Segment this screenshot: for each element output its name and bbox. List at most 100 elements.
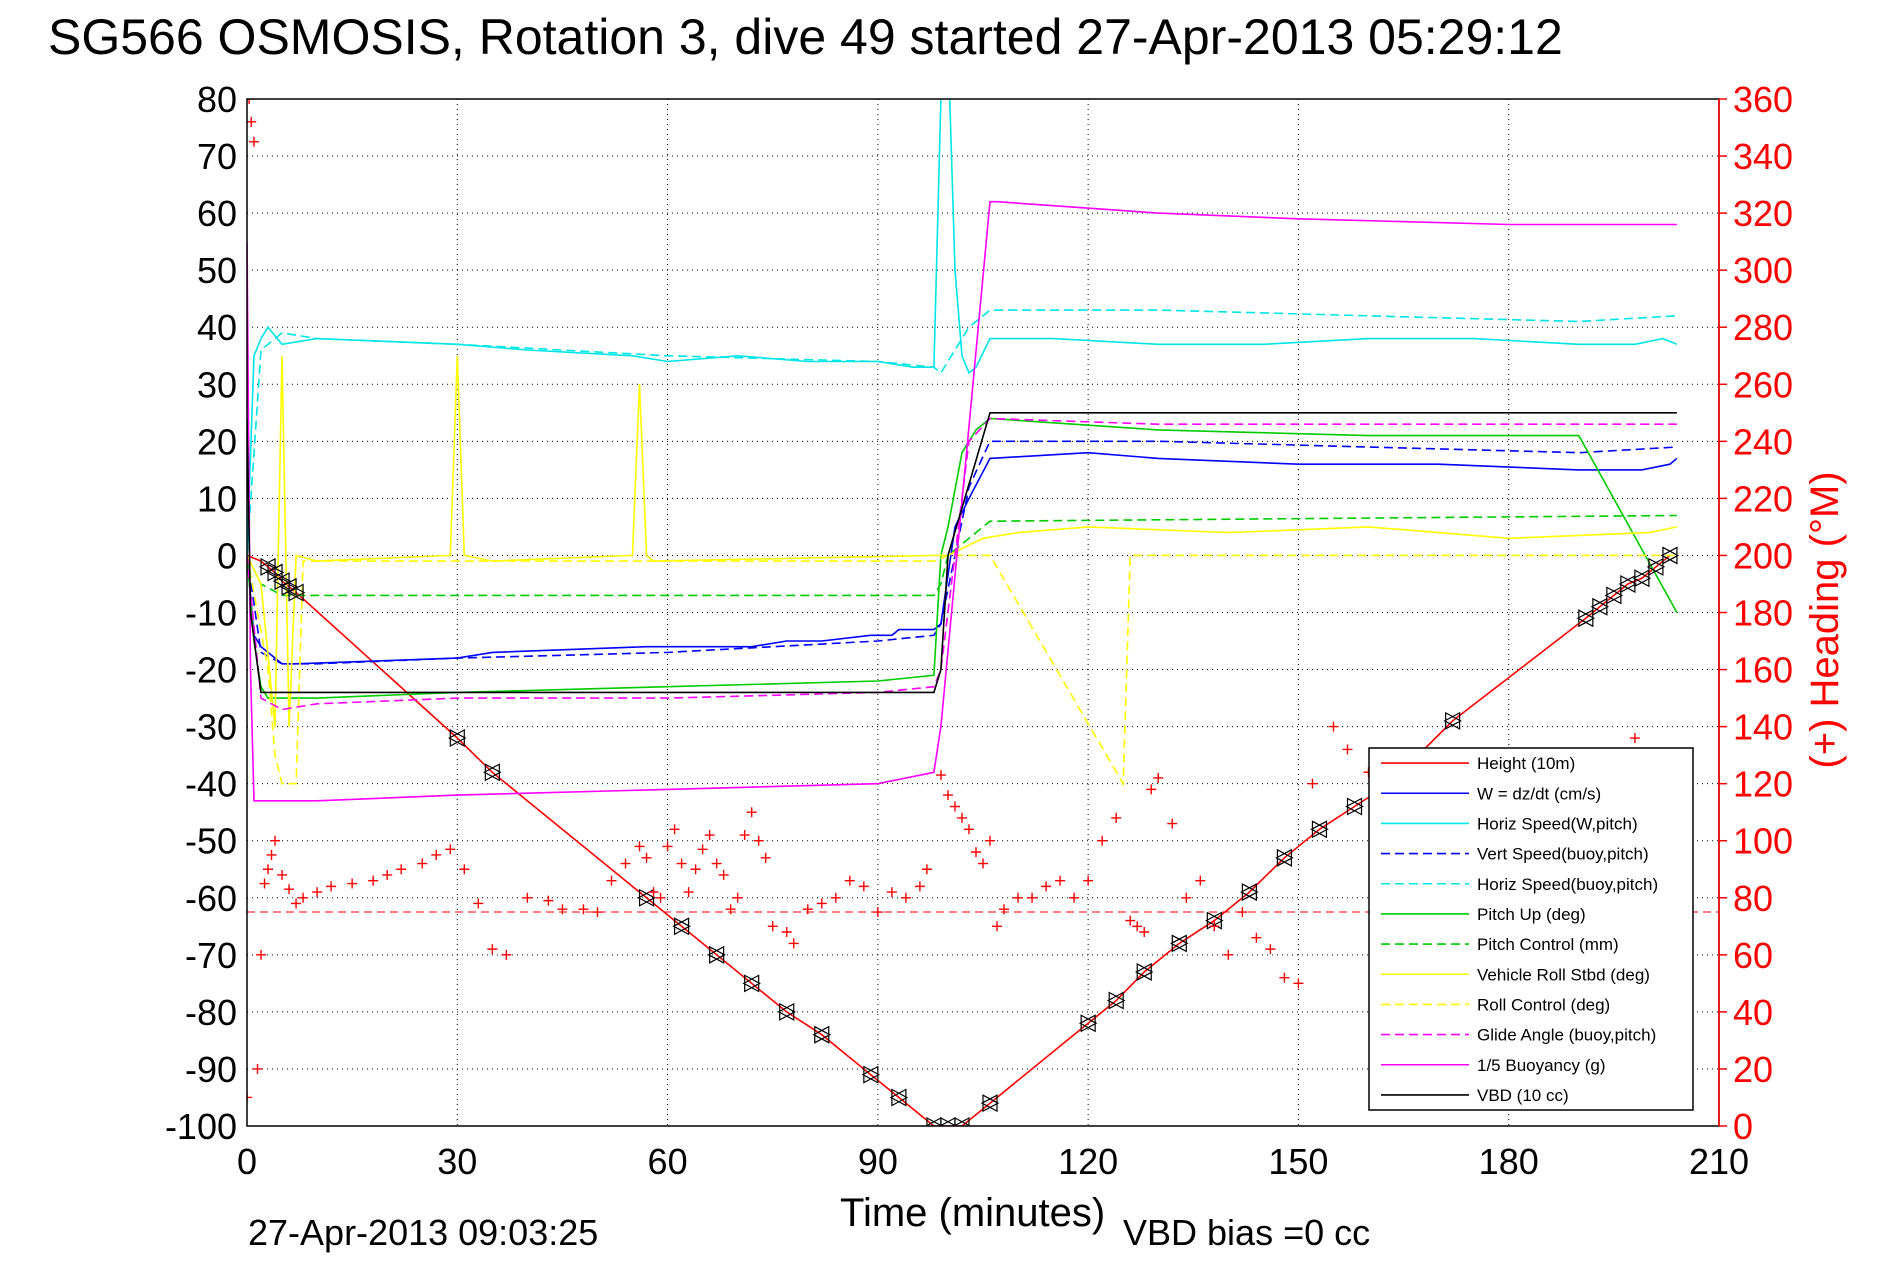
heading-point [844,875,855,886]
heading-point [312,887,323,898]
heading-point [935,770,946,781]
y-right-tick-label: 140 [1733,707,1793,748]
legend-label: W = dz/dt (cm/s) [1477,784,1601,803]
heading-point [368,875,379,886]
heading-point [985,835,996,846]
heading-point [1132,921,1143,932]
y-tick-label: -70 [185,935,237,976]
series-line [247,514,1677,597]
legend-label: Horiz Speed(buoy,pitch) [1477,875,1658,894]
height-marker [448,729,467,748]
heading-point [252,1063,263,1074]
x-tick-label: 0 [237,1141,257,1182]
x-tick-label: 90 [858,1141,898,1182]
heading-point [543,895,554,906]
heading-point [259,878,270,889]
heading-point [1307,778,1318,789]
height-marker [1646,557,1666,576]
height-marker [637,888,656,907]
heading-point [249,136,260,147]
height-marker [1443,711,1462,730]
heading-point [247,99,255,104]
height-marker [889,1088,909,1107]
heading-point [1293,978,1304,989]
heading-point [445,844,456,855]
heading-point [949,801,960,812]
heading-point [760,852,771,863]
heading-point [1328,721,1339,732]
height-marker [1632,569,1652,588]
heading-point [767,921,778,932]
heading-point [1167,818,1178,829]
series-line [247,309,1677,556]
y-tick-label: -10 [185,593,237,634]
legend-label: VBD (10 cc) [1477,1086,1569,1105]
height-marker [1345,797,1364,816]
heading-point [487,944,498,955]
legend-box [1368,747,1694,1111]
heading-point [1251,932,1262,943]
y-right-tick-label: 0 [1733,1106,1753,1147]
y-right-tick-label: 160 [1733,650,1793,691]
y-tick-label: -80 [185,992,237,1033]
height-marker [1590,597,1610,616]
heading-point [1125,915,1136,926]
heading-point [1041,881,1052,892]
heading-point [266,849,277,860]
heading-point [1195,875,1206,886]
legend-label: Height (10m) [1477,754,1575,773]
heading-point [1223,949,1234,960]
y-right-tick-label: 20 [1733,1049,1773,1090]
y-right-tick-label: 80 [1733,878,1773,919]
heading-point [277,869,288,880]
heading-point [326,881,337,892]
height-marker [1604,586,1624,605]
heading-point [473,898,484,909]
y-right-tick-label: 340 [1733,136,1793,177]
legend-label: Horiz Speed(W,pitch) [1477,814,1638,833]
heading-point [247,116,257,127]
height-marker [483,763,502,782]
y-tick-label: -50 [185,821,237,862]
height-marker [707,945,726,964]
chart-title: SG566 OSMOSIS, Rotation 3, dive 49 start… [48,9,1563,65]
legend-label: Pitch Control (mm) [1477,935,1619,954]
legend-label: 1/5 Buoyancy (g) [1477,1056,1606,1075]
y-right-tick-label: 280 [1733,307,1793,348]
heading-point [676,858,687,869]
y-axis-right-label: (+) Heading (°M) [1803,471,1847,768]
heading-point [256,949,267,960]
y-axis-right: 3603403203002802602402202001801601401201… [1719,79,1793,1147]
height-marker [1134,962,1154,981]
heading-point [963,824,974,835]
x-axis-label: Time (minutes) [840,1191,1105,1235]
series-line [247,200,1677,802]
heading-point [802,904,813,915]
height-marker [286,583,306,602]
heading-point [648,887,659,898]
y-axis-left: 80 70 60 50 40 30 20 10 0 -10 -20 -30 -40 -50 -60 -70 -8… [165,79,237,1147]
heading-point [431,849,442,860]
heading-point [263,864,274,875]
heading-point [1342,744,1353,755]
heading-point [1181,892,1192,903]
y-tick-label: -90 [185,1049,237,1090]
heading-point [970,847,981,858]
heading-point [697,844,708,855]
x-tick-label: 210 [1689,1141,1749,1182]
heading-point [662,841,673,852]
heading-point [247,1092,252,1103]
x-tick-label: 150 [1268,1141,1328,1182]
y-tick-label: -60 [185,878,237,919]
heading-point [1279,972,1290,983]
heading-point [291,898,302,909]
height-marker [1240,883,1259,902]
heading-point [347,878,358,889]
y-tick-label: -30 [185,707,237,748]
heading-point [655,892,666,903]
heading-point [1153,772,1164,783]
series-line [247,554,1677,787]
legend-label: Vehicle Roll Stbd (deg) [1477,965,1650,984]
y-tick-label: 30 [197,364,237,405]
y-right-tick-label: 300 [1733,250,1793,291]
